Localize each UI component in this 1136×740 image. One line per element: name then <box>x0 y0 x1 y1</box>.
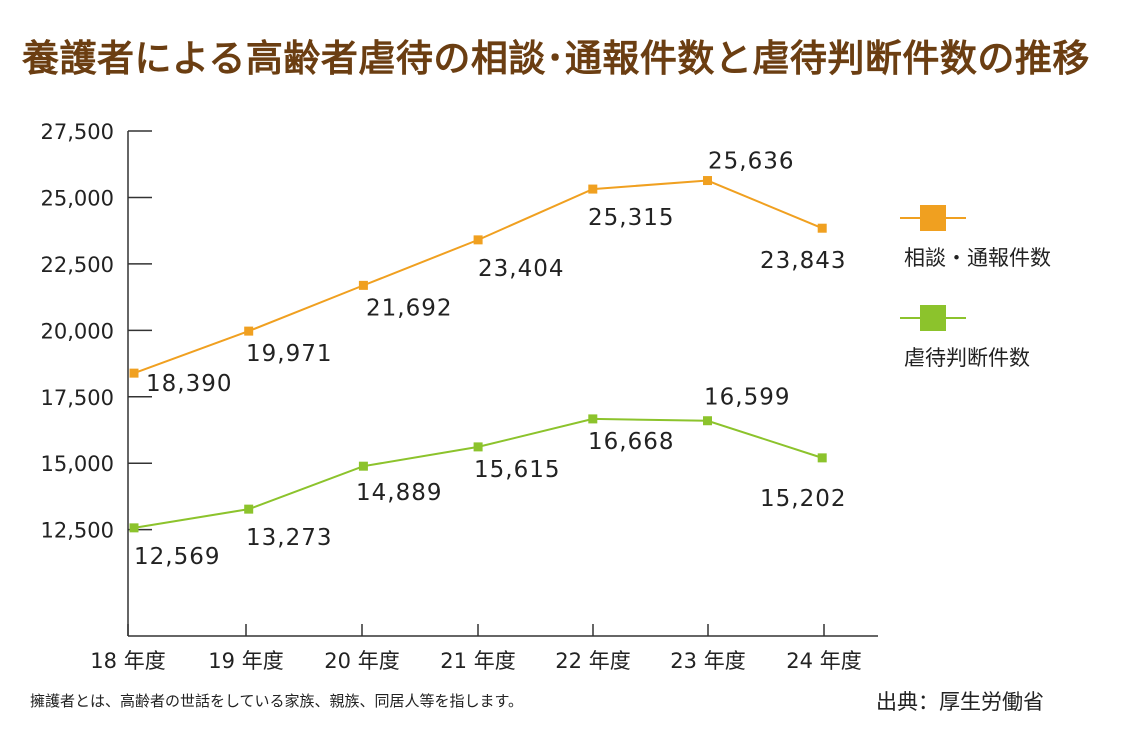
x-axis-ticks: 18 年度 19 年度 20 年度 21 年度 22 年度 23 年度 24 年度 <box>90 624 862 673</box>
y-tick-label: 12,500 <box>41 519 114 543</box>
legend-item: 虐待判断件数 <box>900 305 1030 370</box>
y-tick-label: 17,500 <box>41 386 114 410</box>
y-tick-label: 27,500 <box>41 120 114 144</box>
data-label: 23,404 <box>478 256 564 282</box>
data-point <box>817 223 827 233</box>
data-label: 14,889 <box>356 480 442 506</box>
data-label: 25,315 <box>588 205 674 231</box>
data-label: 18,390 <box>146 371 232 397</box>
data-label: 19,971 <box>246 341 332 367</box>
x-tick-label: 21 年度 <box>440 649 515 673</box>
x-tick-label: 18 年度 <box>90 649 165 673</box>
data-point <box>244 504 254 514</box>
data-point <box>129 523 139 533</box>
line-chart: 12,500 15,000 17,500 20,000 22,500 25,000 27,5… <box>41 120 1051 673</box>
y-tick-label: 25,000 <box>41 186 114 210</box>
data-point <box>473 442 483 452</box>
series-layer: 18,390 19,971 21,692 23,404 25,315 25,636 23,8… <box>129 149 846 570</box>
x-tick-label: 22 年度 <box>555 649 630 673</box>
source-note: 出典：厚生労働省 <box>876 690 1044 714</box>
data-point <box>129 368 139 378</box>
data-label: 15,202 <box>760 486 846 512</box>
data-point <box>358 280 368 290</box>
series-abuse-determinations: 12,569 13,273 14,889 15,615 16,668 16,599 15,2… <box>129 385 846 570</box>
data-label: 23,843 <box>760 248 846 274</box>
data-label: 13,273 <box>246 525 332 551</box>
legend-marker <box>920 305 946 331</box>
x-tick-label: 24 年度 <box>786 649 861 673</box>
data-point <box>244 326 254 336</box>
x-tick-label: 23 年度 <box>670 649 745 673</box>
y-tick-label: 20,000 <box>41 319 114 343</box>
data-label: 25,636 <box>708 149 794 175</box>
data-point <box>817 453 827 463</box>
data-point <box>358 461 368 471</box>
data-label: 21,692 <box>366 295 452 321</box>
series-consultations: 18,390 19,971 21,692 23,404 25,315 25,636 23,8… <box>129 149 846 397</box>
legend-marker <box>920 205 946 231</box>
data-point <box>588 184 598 194</box>
data-label: 12,569 <box>134 544 220 570</box>
chart-title: 養護者による高齢者虐待の相談･通報件数と虐待判断件数の推移 <box>22 37 1090 80</box>
data-point <box>703 176 712 186</box>
data-point <box>473 235 483 245</box>
data-label: 15,615 <box>474 457 560 483</box>
y-tick-label: 22,500 <box>41 253 114 277</box>
data-point <box>703 416 712 426</box>
data-point <box>588 414 598 424</box>
data-label: 16,599 <box>704 385 790 411</box>
x-tick-label: 20 年度 <box>324 649 399 673</box>
axes <box>127 131 878 637</box>
footnote: 擁護者とは、高齢者の世話をしている家族、親族、同居人等を指します。 <box>30 692 524 710</box>
data-label: 16,668 <box>588 429 674 455</box>
y-axis-ticks: 12,500 15,000 17,500 20,000 22,500 25,000 27,5… <box>41 120 152 543</box>
legend-item: 相談・通報件数 <box>900 205 1051 270</box>
x-tick-label: 19 年度 <box>208 649 283 673</box>
legend-label: 虐待判断件数 <box>904 346 1030 370</box>
y-tick-label: 15,000 <box>41 452 114 476</box>
legend-label: 相談・通報件数 <box>904 246 1051 270</box>
